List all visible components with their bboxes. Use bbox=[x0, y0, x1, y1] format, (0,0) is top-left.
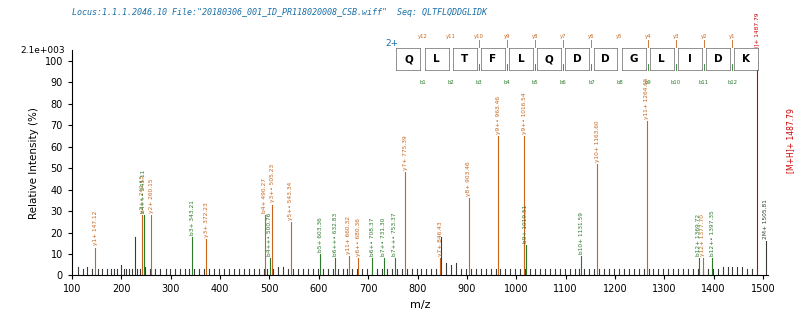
Text: y11+ 1264.65: y11+ 1264.65 bbox=[644, 77, 650, 119]
Text: y12+ 1377.70: y12+ 1377.70 bbox=[700, 214, 705, 256]
Text: T: T bbox=[461, 54, 468, 64]
Text: K: K bbox=[742, 54, 750, 64]
Text: y5: y5 bbox=[616, 34, 623, 39]
Text: y7+ 775.39: y7+ 775.39 bbox=[403, 136, 408, 170]
Text: b6: b6 bbox=[560, 80, 566, 85]
Text: y9: y9 bbox=[504, 34, 510, 39]
Text: D: D bbox=[601, 54, 610, 64]
Text: L: L bbox=[518, 54, 524, 64]
Text: y5+• 543.34: y5+• 543.34 bbox=[288, 182, 294, 220]
Text: y1: y1 bbox=[729, 34, 735, 39]
Text: G: G bbox=[630, 54, 638, 64]
Text: b3: b3 bbox=[475, 80, 482, 85]
Text: b4++• 500.76: b4++• 500.76 bbox=[267, 213, 272, 256]
Text: b1: b1 bbox=[419, 80, 426, 85]
Text: y2: y2 bbox=[701, 34, 707, 39]
Text: 2.1e+003: 2.1e+003 bbox=[20, 46, 65, 54]
Text: b4++• 245.11: b4++• 245.11 bbox=[141, 170, 146, 213]
Text: b7: b7 bbox=[588, 80, 594, 85]
Text: b3+ 343.21: b3+ 343.21 bbox=[190, 200, 194, 235]
Text: b5: b5 bbox=[532, 80, 538, 85]
X-axis label: m/z: m/z bbox=[410, 300, 430, 310]
Text: L: L bbox=[658, 54, 665, 64]
Text: y8+ 903.46: y8+ 903.46 bbox=[466, 162, 471, 196]
Text: y7+ 846.43: y7+ 846.43 bbox=[438, 222, 443, 256]
Text: y10+ 1163.60: y10+ 1163.60 bbox=[594, 120, 599, 162]
Text: 2M+ 1505.81: 2M+ 1505.81 bbox=[763, 199, 769, 239]
Text: y4: y4 bbox=[645, 34, 651, 39]
Text: b10+ 1131.59: b10+ 1131.59 bbox=[578, 212, 584, 254]
Text: b9+ 1019.51: b9+ 1019.51 bbox=[523, 205, 528, 243]
Text: Locus:1.1.1.2046.10 File:"20180306_001_ID_PR118020008_CSB.wiff"  Seq: QLTFLQDDGL: Locus:1.1.1.2046.10 File:"20180306_001_I… bbox=[72, 8, 487, 17]
Text: y10: y10 bbox=[474, 34, 484, 39]
Text: b6+• 708.37: b6+• 708.37 bbox=[370, 218, 375, 256]
Text: y2+• 242.15: y2+• 242.15 bbox=[140, 175, 145, 213]
Text: b2: b2 bbox=[447, 80, 454, 85]
Text: [M+H]+ 1487.79: [M+H]+ 1487.79 bbox=[754, 13, 759, 63]
Text: b4: b4 bbox=[503, 80, 510, 85]
Text: [M+H]+ 1487.79: [M+H]+ 1487.79 bbox=[786, 108, 795, 173]
Text: b4+ 490.27: b4+ 490.27 bbox=[262, 178, 267, 213]
Text: y2+ 260.15: y2+ 260.15 bbox=[149, 179, 154, 213]
Text: b11: b11 bbox=[699, 80, 709, 85]
Text: y9+• 1016.54: y9+• 1016.54 bbox=[522, 92, 527, 134]
Text: b9: b9 bbox=[644, 80, 651, 85]
Text: y11+ 660.32: y11+ 660.32 bbox=[346, 216, 351, 254]
Text: b7++• 753.37: b7++• 753.37 bbox=[392, 213, 397, 256]
Text: y9+• 963.46: y9+• 963.46 bbox=[496, 96, 501, 134]
Text: I: I bbox=[688, 54, 692, 64]
Text: y3+• 505.23: y3+• 505.23 bbox=[270, 164, 274, 203]
Text: b12: b12 bbox=[727, 80, 738, 85]
Text: b12+• 1397.35: b12+• 1397.35 bbox=[710, 210, 715, 256]
Text: L: L bbox=[434, 54, 440, 64]
Text: y6: y6 bbox=[588, 34, 594, 39]
Text: y11: y11 bbox=[446, 34, 456, 39]
Text: Q: Q bbox=[545, 54, 554, 64]
Text: b8: b8 bbox=[616, 80, 623, 85]
Text: b12+ 1369.72: b12+ 1369.72 bbox=[696, 214, 702, 256]
Text: y8: y8 bbox=[532, 34, 538, 39]
Text: b6++• 632.83: b6++• 632.83 bbox=[333, 213, 338, 256]
Text: y12: y12 bbox=[418, 34, 427, 39]
Text: D: D bbox=[573, 54, 582, 64]
Text: y6+• 680.36: y6+• 680.36 bbox=[356, 218, 361, 256]
Text: 2+: 2+ bbox=[385, 39, 398, 48]
Text: b5+ 603.36: b5+ 603.36 bbox=[318, 217, 323, 252]
Text: y3+ 372.23: y3+ 372.23 bbox=[204, 202, 209, 237]
Y-axis label: Relative Intensity (%): Relative Intensity (%) bbox=[29, 107, 39, 219]
Text: y1+ 147.12: y1+ 147.12 bbox=[93, 211, 98, 245]
Text: y7: y7 bbox=[560, 34, 566, 39]
Text: D: D bbox=[714, 54, 722, 64]
Text: b7+• 731.30: b7+• 731.30 bbox=[381, 218, 386, 256]
Text: F: F bbox=[490, 54, 497, 64]
Text: b10: b10 bbox=[670, 80, 681, 85]
Text: Q: Q bbox=[404, 54, 413, 64]
Text: y3: y3 bbox=[673, 34, 679, 39]
